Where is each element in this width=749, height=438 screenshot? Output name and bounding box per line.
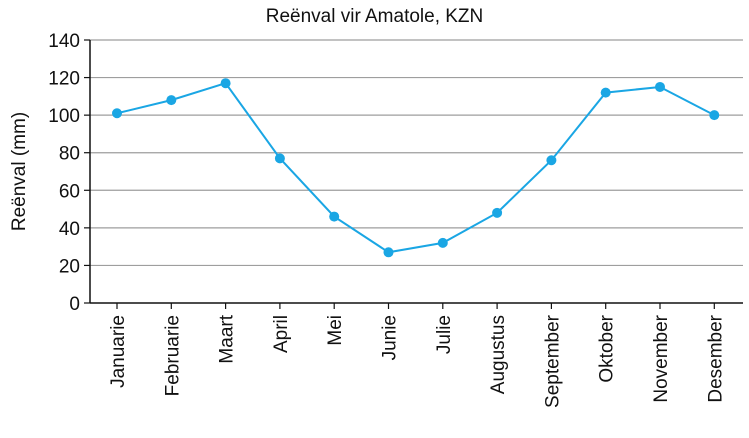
axes	[84, 39, 743, 309]
series	[112, 78, 720, 258]
data-point	[600, 87, 611, 98]
data-point	[112, 108, 122, 119]
y-tick-labels: 0 20 40 60 80 100 120 140	[48, 31, 80, 315]
data-point	[220, 78, 231, 89]
y-tick-label: 40	[59, 219, 80, 240]
x-tick-label: Oktober	[597, 314, 618, 382]
x-tick-label: Junie	[380, 315, 401, 360]
series-line	[116, 82, 715, 254]
data-point	[274, 153, 285, 164]
y-tick-label: 20	[59, 256, 80, 277]
x-tick-label: Desember	[705, 314, 726, 402]
y-tick-label: 0	[69, 294, 80, 315]
data-point	[492, 207, 503, 218]
y-axis-title: Reënval (mm)	[9, 112, 30, 231]
x-tick-label: Maart	[217, 314, 238, 363]
data-point	[437, 237, 448, 248]
y-tick-label: 60	[59, 181, 80, 202]
x-tick-label: Julie	[434, 315, 455, 354]
y-tick-label: 80	[59, 144, 80, 165]
x-tick-label: Mei	[325, 315, 346, 346]
data-point	[166, 95, 177, 106]
data-point	[329, 211, 340, 222]
data-point	[546, 155, 557, 166]
x-tick-label: September	[542, 314, 563, 408]
data-point	[655, 81, 665, 92]
x-tick-label: November	[651, 314, 672, 402]
x-tick-label: April	[271, 315, 292, 353]
y-tick-label: 120	[48, 69, 80, 90]
chart-title: Reënval vir Amatole, KZN	[265, 6, 484, 27]
data-point	[709, 110, 720, 121]
x-tick-labels: Januarie Februarie Maart April Mei Junie Julie…	[108, 314, 726, 408]
gridlines	[90, 39, 743, 267]
y-tick-label: 100	[48, 106, 80, 127]
x-tick-label: Januarie	[108, 315, 129, 388]
x-tick-label: Februarie	[162, 315, 183, 396]
x-tick-label: Augustus	[488, 315, 509, 394]
y-tick-label: 140	[48, 31, 80, 52]
data-point	[383, 247, 394, 258]
